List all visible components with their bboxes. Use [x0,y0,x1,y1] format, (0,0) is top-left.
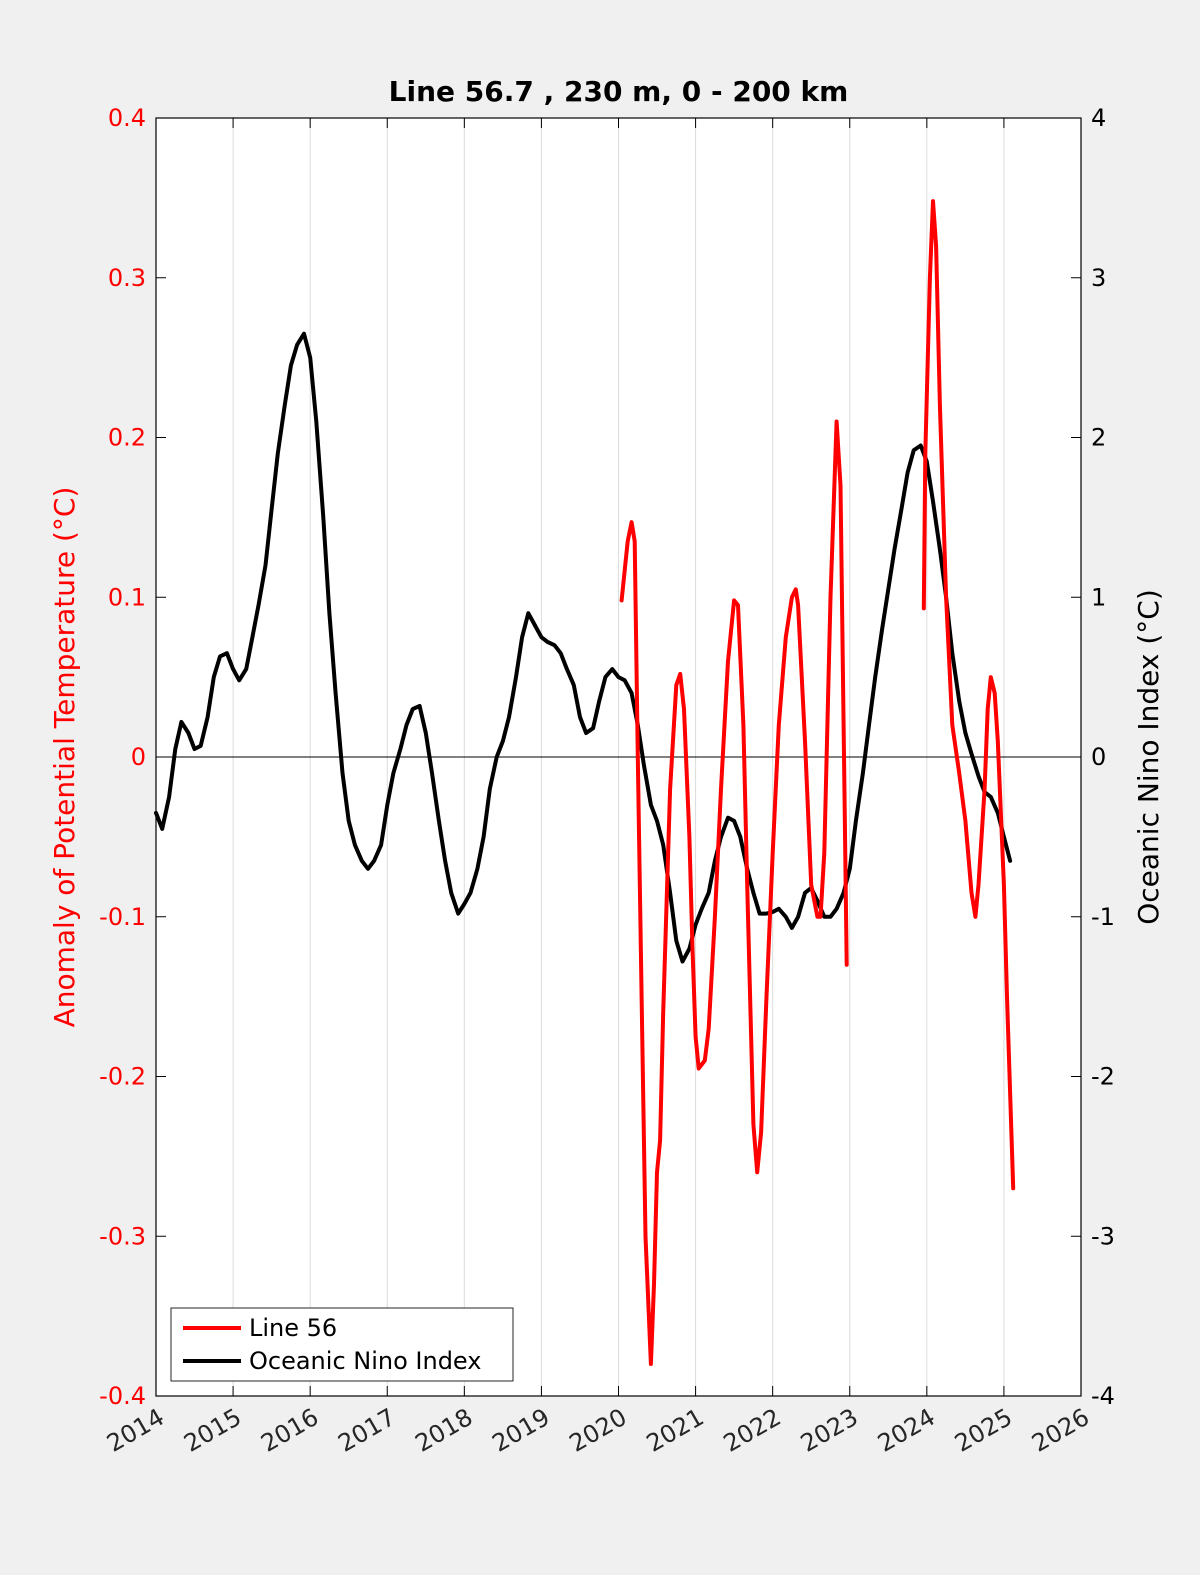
y-axis-left: -0.4 -0.3 -0.2 -0.1 0 0.1 0.2 0.3 0.4 [99,104,166,1410]
x-tick-label: 2019 [488,1403,555,1458]
x-tick-label: 2023 [796,1403,863,1458]
y-right-tick-label: 3 [1091,264,1106,292]
x-tick-label: 2024 [873,1403,940,1458]
y-right-tick-label: 1 [1091,583,1106,611]
legend-label-oceanic-nino-index: Oceanic Nino Index [249,1347,481,1375]
y-axis-right: -4 -3 -2 -1 0 1 2 3 4 [1071,104,1115,1410]
series-layer [154,199,1016,1366]
chart-title: Line 56.7 , 230 m, 0 - 200 km [389,75,849,108]
y-left-tick-label: -0.3 [99,1222,146,1250]
y-right-tick-label: -4 [1091,1382,1115,1410]
series-line-line-56 [619,419,849,1366]
y-left-tick-label: 0.2 [108,424,146,452]
x-tick-label: 2015 [179,1403,246,1458]
y-left-tick-label: -0.4 [99,1382,146,1410]
x-tick-label: 2026 [1027,1403,1094,1458]
y-axis-right-label: Oceanic Nino Index (°C) [1132,589,1165,925]
x-tick-label: 2016 [256,1403,323,1458]
x-tick-label: 2020 [565,1403,632,1458]
y-left-tick-label: 0 [131,743,146,771]
y-axis-left-label: Anomaly of Potential Temperature (°C) [48,487,81,1028]
x-tick-label: 2025 [950,1403,1017,1458]
y-left-tick-label: 0.1 [108,583,146,611]
x-tick-label: 2018 [410,1403,477,1458]
x-tick-label: 2014 [102,1403,169,1458]
y-right-tick-label: 4 [1091,104,1106,132]
y-right-tick-label: -1 [1091,903,1115,931]
legend-box [170,1307,514,1382]
y-right-tick-label: 2 [1091,424,1106,452]
y-left-tick-label: -0.1 [99,903,146,931]
x-tick-label: 2021 [642,1403,709,1458]
x-tick-label: 2022 [719,1403,786,1458]
y-right-tick-label: -3 [1091,1222,1115,1250]
series-line-line-56 [921,199,1016,1191]
y-right-tick-label: -2 [1091,1063,1115,1091]
y-left-tick-label: 0.4 [108,104,146,132]
y-left-tick-label: 0.3 [108,264,146,292]
y-right-tick-label: 0 [1091,743,1106,771]
y-left-tick-label: -0.2 [99,1063,146,1091]
legend-label-line-56: Line 56 [249,1314,337,1342]
series-line-oceanic-nino-index [154,331,1013,964]
x-tick-label: 2017 [333,1403,400,1458]
legend: Line 56 Oceanic Nino Index [170,1307,514,1382]
